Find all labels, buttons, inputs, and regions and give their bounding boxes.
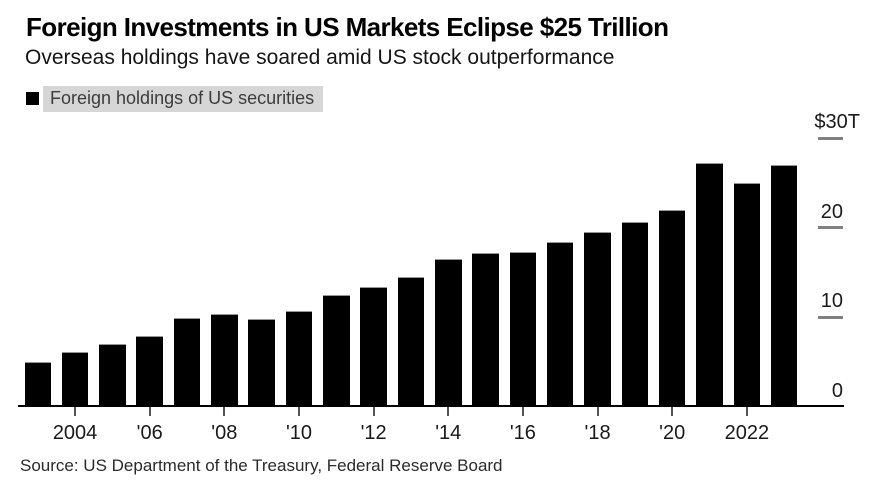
x-tick: [297, 407, 300, 416]
x-tick: [148, 407, 151, 416]
bar: [24, 362, 51, 407]
bar: [61, 352, 89, 407]
bar: [136, 336, 163, 407]
legend-swatch-icon: [26, 92, 39, 105]
y-axis-label: $30T: [814, 111, 860, 133]
bar: [621, 222, 649, 407]
chart-subtitle: Overseas holdings have soared amid US st…: [25, 46, 615, 69]
bar: [546, 242, 574, 407]
bar: [99, 344, 126, 407]
bar: [472, 252, 499, 407]
bar: [696, 163, 723, 407]
x-axis-label: '14: [435, 422, 462, 444]
x-axis-label: '10: [285, 422, 313, 444]
bar: [658, 209, 686, 407]
y-axis-label: 10: [820, 290, 843, 313]
x-axis-label: 2022: [724, 422, 770, 444]
legend-label: Foreign holdings of US securities: [43, 85, 324, 112]
bar: [733, 182, 761, 407]
x-axis-line: [18, 405, 844, 407]
y-axis-label: 20: [820, 200, 843, 223]
x-tick: [745, 407, 748, 416]
x-axis-label: '06: [136, 422, 163, 444]
x-axis-label: '18: [584, 422, 611, 444]
x-tick: [372, 407, 375, 416]
bar: [584, 232, 611, 407]
legend: Foreign holdings of US securities: [26, 85, 324, 112]
x-tick: [671, 407, 674, 416]
bar: [285, 311, 313, 407]
y-axis-label: 0: [831, 380, 843, 402]
x-tick: [596, 407, 599, 416]
bar: [248, 319, 275, 407]
x-axis-label: '20: [659, 422, 686, 444]
bar: [770, 164, 798, 407]
x-tick: [447, 407, 450, 416]
y-gridline-stub: [818, 136, 843, 140]
bar: [360, 286, 387, 407]
bar: [323, 294, 350, 407]
x-tick: [74, 407, 77, 416]
bar: [435, 259, 462, 407]
y-gridline-stub: [818, 226, 843, 230]
x-axis-label: '16: [509, 422, 536, 444]
y-gridline-stub: [818, 315, 843, 319]
x-axis-label: '08: [211, 422, 238, 444]
bar: [397, 276, 425, 407]
chart-title: Foreign Investments in US Markets Eclips…: [26, 12, 669, 42]
x-axis-label: '12: [360, 422, 387, 444]
bar: [173, 318, 201, 407]
x-axis-label: 2004: [52, 422, 98, 444]
x-tick: [223, 407, 226, 416]
bar: [211, 313, 238, 407]
source-note: Source: US Department of the Treasury, F…: [20, 456, 503, 475]
bar: [509, 251, 537, 407]
x-tick: [521, 407, 524, 416]
